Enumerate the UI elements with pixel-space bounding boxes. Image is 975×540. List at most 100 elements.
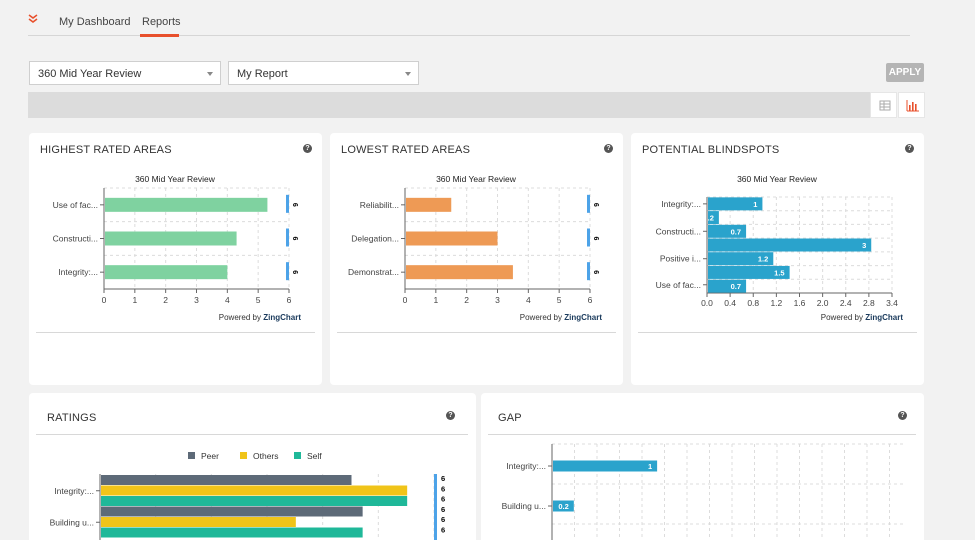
x-tick-label: 1.2 <box>770 298 782 308</box>
x-tick-label: 0.8 <box>747 298 759 308</box>
bar <box>105 265 228 280</box>
marker-label: 6 <box>441 505 445 514</box>
x-tick-label: 2 <box>163 295 168 305</box>
highest-rated-chart: 360 Mid Year Review 0 1 2 3 4 5 6 Use of fac... 6… <box>53 174 302 322</box>
lowest-rated-chart: 360 Mid Year Review 0 1 2 3 4 5 6 Reliabilit... 6… <box>348 174 603 322</box>
legend-swatch <box>294 452 301 459</box>
chart-view-button[interactable] <box>898 92 925 118</box>
bar-label: 1.2 <box>758 255 768 264</box>
help-icon[interactable]: ? <box>446 411 455 420</box>
x-tick-label: 2 <box>464 295 469 305</box>
bar <box>708 224 747 238</box>
x-tick-label: 2.8 <box>863 298 875 308</box>
bar <box>553 460 658 472</box>
marker-label: 6 <box>592 237 599 241</box>
card-title: POTENTIAL BLINDSPOTS <box>642 144 780 156</box>
tab-my-dashboard[interactable]: My Dashboard <box>59 16 131 28</box>
x-tick-label: 4 <box>526 295 531 305</box>
x-tick-label: 4 <box>225 295 230 305</box>
target-marker <box>587 228 590 247</box>
card-title: HIGHEST RATED AREAS <box>40 144 172 156</box>
target-marker <box>434 474 437 540</box>
gap-chart: Integrity:... 1 Building u... 0.2 <box>502 443 906 540</box>
y-tick-label: Positive i... <box>660 254 701 264</box>
bar-label: 1.5 <box>774 268 784 277</box>
y-tick-label: Integrity:... <box>58 267 98 277</box>
y-tick-label: Constructi... <box>656 226 701 236</box>
legend-swatch <box>188 452 195 459</box>
bar <box>406 231 498 246</box>
review-select[interactable]: 360 Mid Year Review <box>29 61 221 85</box>
marker-label: 6 <box>592 270 599 274</box>
x-tick-label: 1 <box>433 295 438 305</box>
bar-label: 0.7 <box>731 282 741 291</box>
help-icon[interactable]: ? <box>898 411 907 420</box>
help-icon[interactable]: ? <box>905 144 914 153</box>
card-title: LOWEST RATED AREAS <box>341 144 471 156</box>
bar <box>101 527 363 538</box>
chart-title: 360 Mid Year Review <box>135 174 216 184</box>
x-tick-label: 2.0 <box>817 298 829 308</box>
target-marker <box>286 228 289 247</box>
x-tick-label: 1.6 <box>794 298 806 308</box>
y-tick-label: Integrity:... <box>506 461 546 471</box>
legend-label: Peer <box>201 451 219 461</box>
bar-label: 1 <box>648 462 652 471</box>
bar <box>101 475 352 485</box>
powered-by-label: Powered by ZingChart <box>520 313 603 322</box>
x-tick-label: 5 <box>557 295 562 305</box>
x-tick-label: 6 <box>287 295 292 305</box>
y-tick-label: Use of fac... <box>656 280 701 290</box>
x-tick-label: 0 <box>403 295 408 305</box>
y-tick-label: Integrity:... <box>661 199 701 209</box>
marker-label: 6 <box>441 484 445 493</box>
bar <box>708 279 747 293</box>
double-chevron-down-icon[interactable] <box>28 14 42 30</box>
y-tick-label: Building u... <box>502 501 546 511</box>
bar-label: .2 <box>708 214 714 223</box>
bar <box>708 238 872 252</box>
gap-card: GAP ? Integrity:... 1 Building u... 0.2 <box>481 393 924 540</box>
highest-rated-card: HIGHEST RATED AREAS ? 360 Mid Year Revie… <box>29 133 322 385</box>
bar <box>708 252 774 266</box>
bar <box>101 485 408 496</box>
y-tick-label: Building u... <box>50 517 94 527</box>
apply-button[interactable]: APPLY <box>886 63 924 82</box>
bar <box>105 231 237 246</box>
bar <box>101 496 408 506</box>
active-tab-indicator <box>140 34 179 37</box>
x-tick-label: 1 <box>132 295 137 305</box>
y-tick-label: Delegation... <box>351 234 399 244</box>
powered-by-label: Powered by ZingChart <box>219 313 302 322</box>
target-marker <box>587 194 590 213</box>
x-tick-label: 2.4 <box>840 298 852 308</box>
bar-label: 0.7 <box>731 227 741 236</box>
report-select[interactable]: My Report <box>228 61 419 85</box>
target-marker <box>286 194 289 213</box>
card-divider <box>488 434 916 435</box>
chart-title: 360 Mid Year Review <box>436 174 517 184</box>
legend-label: Others <box>253 451 279 461</box>
card-divider <box>36 434 468 435</box>
bar <box>553 500 574 512</box>
marker-label: 6 <box>592 203 599 207</box>
help-icon[interactable]: ? <box>604 144 613 153</box>
table-icon <box>879 100 891 111</box>
lowest-rated-card: LOWEST RATED AREAS ? 360 Mid Year Review… <box>330 133 623 385</box>
target-marker <box>286 262 289 281</box>
x-tick-label: 5 <box>256 295 261 305</box>
tab-reports[interactable]: Reports <box>142 16 181 28</box>
caret-down-icon <box>207 72 213 76</box>
powered-by-label: Powered by ZingChart <box>821 313 904 322</box>
bar <box>708 265 790 279</box>
table-view-button[interactable] <box>870 92 897 118</box>
caret-down-icon <box>405 72 411 76</box>
marker-label: 6 <box>441 474 445 483</box>
x-tick-label: 0.4 <box>724 298 736 308</box>
help-icon[interactable]: ? <box>303 144 312 153</box>
marker-label: 6 <box>291 270 298 274</box>
potential-blindspots-card: POTENTIAL BLINDSPOTS ? 360 Mid Year Revi… <box>631 133 924 385</box>
bar <box>708 211 719 225</box>
y-tick-label: Constructi... <box>53 234 98 244</box>
card-title: RATINGS <box>47 412 97 424</box>
